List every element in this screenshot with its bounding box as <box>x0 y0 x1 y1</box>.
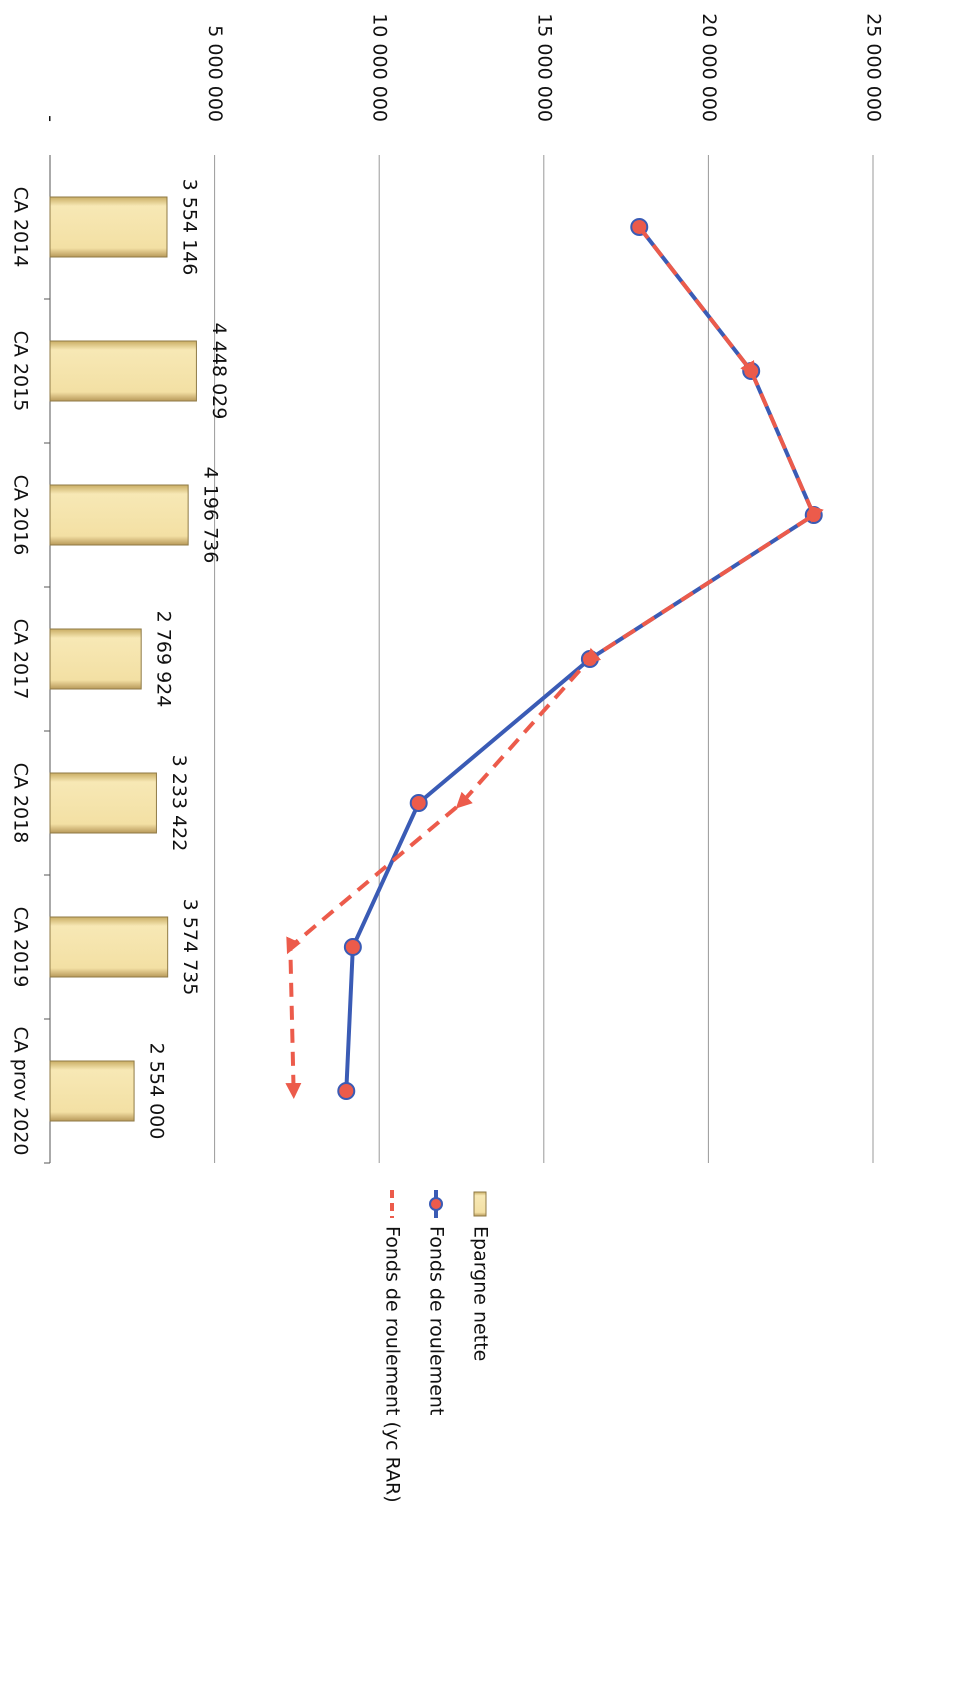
y-tick-label: 10 000 000 <box>369 13 391 122</box>
legend-marker <box>429 1197 443 1211</box>
dashed-line <box>285 225 824 1099</box>
line-marker <box>343 938 362 956</box>
x-tick-label: CA 2015 <box>10 331 32 412</box>
x-tick-label: CA prov 2020 <box>10 1026 32 1155</box>
value-label: 2 769 924 <box>153 611 175 708</box>
x-tick-label: CA 2014 <box>10 187 32 268</box>
legend-swatch <box>473 1191 487 1217</box>
rotated-plot: - 5 000 000 10 000 000 15 000 000 20 000 000… <box>10 13 885 1502</box>
x-tick-label: CA 2019 <box>10 907 32 988</box>
bar <box>49 196 168 258</box>
x-tick-label: CA 2018 <box>10 763 32 844</box>
line-marker <box>337 1082 356 1100</box>
bar <box>49 484 189 546</box>
bar <box>49 340 197 402</box>
value-label: 4 196 736 <box>200 467 222 564</box>
y-tick-label: - <box>40 115 62 122</box>
legend-label: Fonds de roulement <box>426 1226 448 1415</box>
y-tick-label: 15 000 000 <box>533 13 555 122</box>
line-marker <box>409 794 428 812</box>
legend-label: Fonds de roulement (yc RAR) <box>382 1226 404 1503</box>
value-label: 3 233 422 <box>168 755 190 852</box>
value-label: 3 554 146 <box>179 179 201 276</box>
x-tick-label: CA 2016 <box>10 475 32 556</box>
bar <box>49 1060 135 1122</box>
line <box>344 225 817 1092</box>
y-tick-label: 5 000 000 <box>204 25 226 122</box>
bar <box>49 916 169 978</box>
y-tick-label: 25 000 000 <box>863 13 885 122</box>
bar <box>49 628 142 690</box>
legend-label: Epargne nette <box>470 1226 492 1361</box>
x-tick-label: CA 2017 <box>10 619 32 700</box>
value-label: 3 574 735 <box>179 899 201 996</box>
value-label: 2 554 000 <box>146 1043 168 1140</box>
value-label: 4 448 029 <box>208 323 230 420</box>
y-tick-label: 20 000 000 <box>698 13 720 122</box>
bar <box>49 772 157 834</box>
